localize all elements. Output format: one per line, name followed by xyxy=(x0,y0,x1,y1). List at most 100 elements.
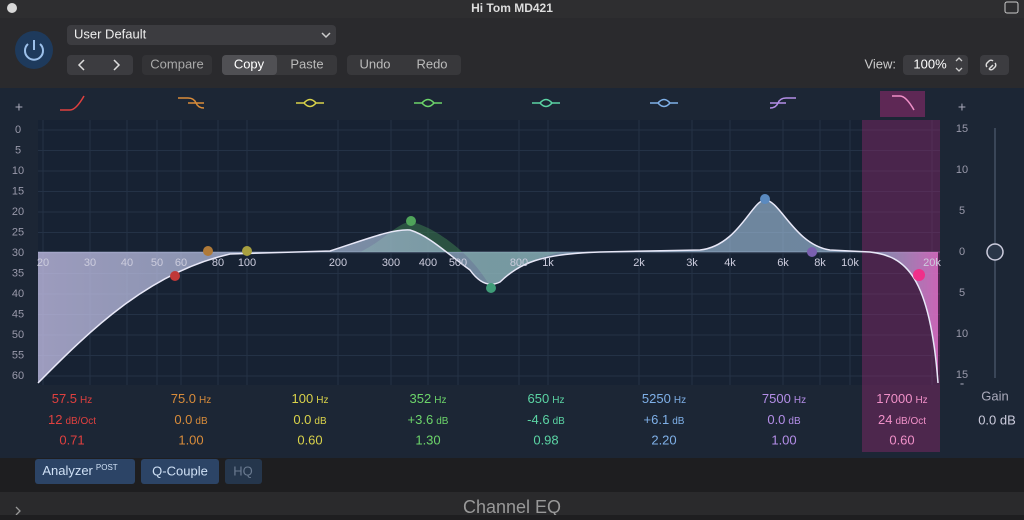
preset-nav[interactable] xyxy=(67,55,133,75)
analyzer-label: Analyzer POST xyxy=(42,463,117,478)
bell-icon[interactable] xyxy=(296,98,324,108)
link-button[interactable] xyxy=(980,55,1009,75)
hq-button[interactable] xyxy=(225,459,262,484)
redo-label[interactable]: Redo xyxy=(416,56,447,71)
gain-remove-button[interactable]: - xyxy=(960,375,964,390)
band-frequency[interactable]: 100 Hz xyxy=(292,391,329,406)
gain-value: 12 xyxy=(48,412,62,427)
frequency-label: 4k xyxy=(724,257,736,269)
frequency-value: 7500 xyxy=(762,391,791,406)
highshelf-icon[interactable] xyxy=(769,97,796,109)
analyzer-tick-label: 40 xyxy=(12,288,24,300)
frequency-value: 352 xyxy=(410,391,432,406)
band-q[interactable]: 0.60 xyxy=(297,432,322,447)
lowcut-icon[interactable] xyxy=(60,95,85,111)
band-parameters: 57.5 Hz 12 dB/Oct 0.71 xyxy=(48,391,96,447)
frequency-label: 300 xyxy=(382,257,400,269)
selected-band-tab xyxy=(880,91,925,117)
frequency-unit: Hz xyxy=(80,395,92,406)
preset-nav-arrows xyxy=(77,59,121,71)
band-gain[interactable]: 0.0 dB xyxy=(767,412,801,427)
band-q[interactable]: 0.60 xyxy=(889,432,914,447)
band-handle[interactable] xyxy=(203,246,213,256)
band-frequency[interactable]: 75.0 Hz xyxy=(171,391,212,406)
band-frequency[interactable]: 5250 Hz xyxy=(642,391,686,406)
bell-icon[interactable] xyxy=(650,98,678,108)
preset-menu-arrow xyxy=(321,32,331,39)
band-handle[interactable] xyxy=(486,283,496,293)
band-gain[interactable]: +6.1 dB xyxy=(644,412,685,427)
gain-value: 24 xyxy=(878,412,892,427)
band-gain[interactable]: +3.6 dB xyxy=(408,412,449,427)
frequency-label: 10k xyxy=(841,257,859,269)
band-parameters: 100 Hz 0.0 dB 0.60 xyxy=(292,391,329,447)
band-frequency[interactable]: 7500 Hz xyxy=(762,391,806,406)
gain-add-button[interactable]: + xyxy=(958,99,966,115)
band-handle[interactable] xyxy=(913,269,925,281)
gain-unit: dB xyxy=(553,416,566,427)
gain-value: -4.6 xyxy=(527,412,549,427)
band-q[interactable]: 2.20 xyxy=(651,432,676,447)
gain-slider-thumb[interactable] xyxy=(986,243,1004,261)
frequency-unit: Hz xyxy=(552,395,564,406)
gain-value: 0.0 xyxy=(174,412,192,427)
analyzer-tick-label: 30 xyxy=(12,247,24,259)
frequency-label: 80 xyxy=(212,257,224,269)
band-handle[interactable] xyxy=(807,247,817,257)
frequency-label: 2k xyxy=(633,257,645,269)
band-handle[interactable] xyxy=(242,246,252,256)
hq-label: HQ xyxy=(233,463,253,478)
q-couple-button[interactable] xyxy=(141,459,219,484)
frequency-label: 6k xyxy=(777,257,789,269)
band-gain[interactable]: 0.0 dB xyxy=(293,412,327,427)
band-gain[interactable]: 24 dB/Oct xyxy=(878,412,926,427)
window-menu-button[interactable] xyxy=(1004,1,1019,14)
link-icon xyxy=(985,59,997,71)
band-type-icons xyxy=(60,95,915,111)
band-frequency[interactable]: 352 Hz xyxy=(410,391,447,406)
band-frequency[interactable]: 17000 Hz xyxy=(876,391,927,406)
bell-icon[interactable] xyxy=(532,98,560,108)
band-q[interactable]: 1.00 xyxy=(178,432,203,447)
analyzer-add-button[interactable]: + xyxy=(15,99,23,115)
paste-label[interactable]: Paste xyxy=(290,56,323,71)
bell-icon[interactable] xyxy=(414,98,442,108)
compare-button[interactable] xyxy=(142,55,212,75)
copy-button[interactable] xyxy=(222,55,277,75)
band-frequency[interactable]: 650 Hz xyxy=(528,391,565,406)
highcut-icon[interactable] xyxy=(892,95,915,111)
band-gain[interactable]: 12 dB/Oct xyxy=(48,412,96,427)
band-gain[interactable]: 0.0 dB xyxy=(174,412,208,427)
band-frequency[interactable]: 57.5 Hz xyxy=(52,391,93,406)
band-q[interactable]: 0.98 xyxy=(533,432,558,447)
lowshelf-icon[interactable] xyxy=(178,97,205,109)
band-parameters: 650 Hz -4.6 dB 0.98 xyxy=(527,391,565,447)
band-handle[interactable] xyxy=(406,216,416,226)
gain-tick-label: 5 xyxy=(959,205,965,217)
analyzer-button[interactable] xyxy=(35,459,135,484)
band-gain[interactable]: -4.6 dB xyxy=(527,412,565,427)
frequency-label: 800 xyxy=(510,257,528,269)
view-menu[interactable] xyxy=(903,55,968,75)
gain-value: 0.0 xyxy=(293,412,311,427)
gain-tick-label: 15 xyxy=(956,123,968,135)
band-handle[interactable] xyxy=(760,194,770,204)
frequency-value: 100 xyxy=(292,391,314,406)
q-couple-label: Q-Couple xyxy=(152,463,208,478)
close-button[interactable] xyxy=(7,3,17,13)
band-q[interactable]: 0.71 xyxy=(59,432,84,447)
analyzer-tick-label: 50 xyxy=(12,329,24,341)
gain-unit: dB xyxy=(672,416,685,427)
footer xyxy=(0,492,1024,515)
preset-menu[interactable] xyxy=(67,25,336,45)
frequency-value: 75.0 xyxy=(171,391,196,406)
band-q[interactable]: 1.30 xyxy=(415,432,440,447)
frequency-label: 3k xyxy=(686,257,698,269)
footer-disclosure[interactable] xyxy=(15,506,21,516)
band-q[interactable]: 1.00 xyxy=(771,432,796,447)
undo-label[interactable]: Undo xyxy=(359,56,390,71)
view-label: View: xyxy=(864,56,896,71)
gain-label: Gain xyxy=(981,388,1008,403)
band-handle[interactable] xyxy=(170,271,180,281)
analyzer-tick-label: 25 xyxy=(12,226,24,238)
